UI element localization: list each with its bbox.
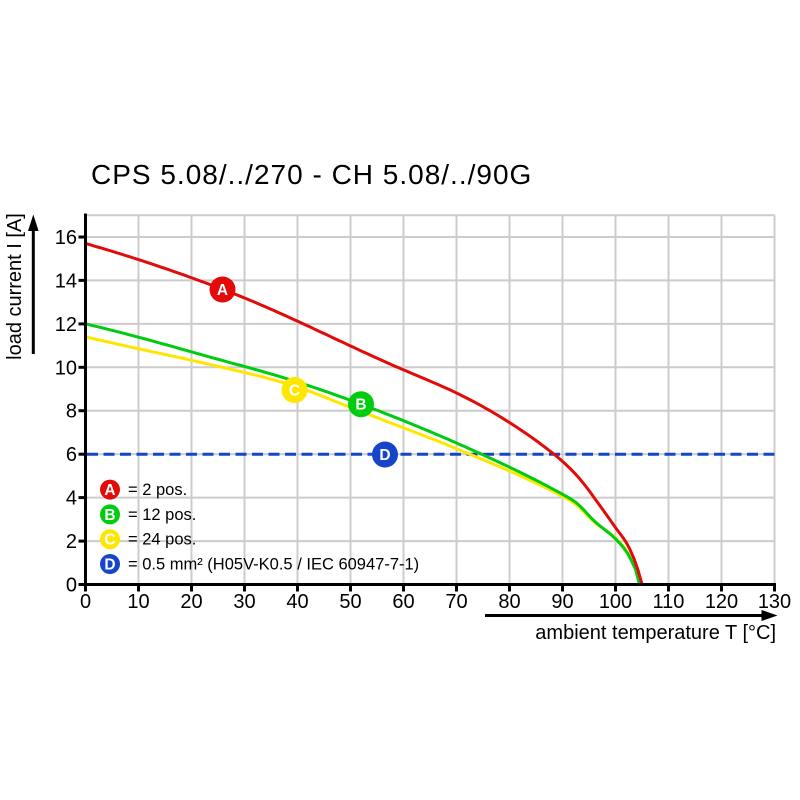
svg-text:16: 16 [55, 227, 77, 249]
svg-text:50: 50 [339, 591, 361, 613]
svg-text:2: 2 [66, 531, 77, 553]
svg-text:20: 20 [180, 591, 202, 613]
svg-text:40: 40 [286, 591, 308, 613]
svg-text:14: 14 [55, 270, 77, 292]
svg-text:= 12 pos.: = 12 pos. [128, 506, 196, 524]
svg-text:ambient temperature T [°C]: ambient temperature T [°C] [535, 622, 776, 644]
svg-text:D: D [379, 447, 390, 464]
svg-text:12: 12 [55, 314, 77, 336]
svg-text:10: 10 [55, 357, 77, 379]
svg-text:60: 60 [392, 591, 414, 613]
svg-text:= 24 pos.: = 24 pos. [128, 531, 196, 549]
svg-text:80: 80 [498, 591, 520, 613]
svg-text:B: B [355, 397, 366, 414]
svg-text:8: 8 [66, 401, 77, 423]
svg-text:= 0.5 mm² (H05V-K0.5 / IEC 609: = 0.5 mm² (H05V-K0.5 / IEC 60947-7-1) [128, 555, 419, 573]
svg-text:B: B [104, 507, 115, 524]
svg-text:100: 100 [599, 591, 632, 613]
svg-text:10: 10 [127, 591, 149, 613]
svg-text:= 2 pos.: = 2 pos. [128, 481, 187, 499]
svg-text:130: 130 [758, 591, 791, 613]
svg-text:6: 6 [66, 444, 77, 466]
svg-text:110: 110 [653, 591, 685, 613]
svg-text:30: 30 [233, 591, 255, 613]
svg-text:CPS 5.08/../270 - CH 5.08/../9: CPS 5.08/../270 - CH 5.08/../90G [91, 159, 532, 190]
svg-text:4: 4 [66, 488, 77, 510]
svg-text:D: D [104, 557, 115, 574]
svg-text:70: 70 [445, 591, 467, 613]
svg-text:C: C [104, 532, 115, 549]
svg-text:0: 0 [80, 591, 91, 613]
svg-text:0: 0 [66, 575, 77, 597]
svg-text:C: C [289, 383, 300, 400]
svg-text:120: 120 [705, 591, 738, 613]
svg-text:A: A [217, 282, 228, 299]
svg-text:90: 90 [551, 591, 573, 613]
svg-text:A: A [104, 482, 115, 499]
svg-text:load current I [A]: load current I [A] [4, 213, 26, 360]
